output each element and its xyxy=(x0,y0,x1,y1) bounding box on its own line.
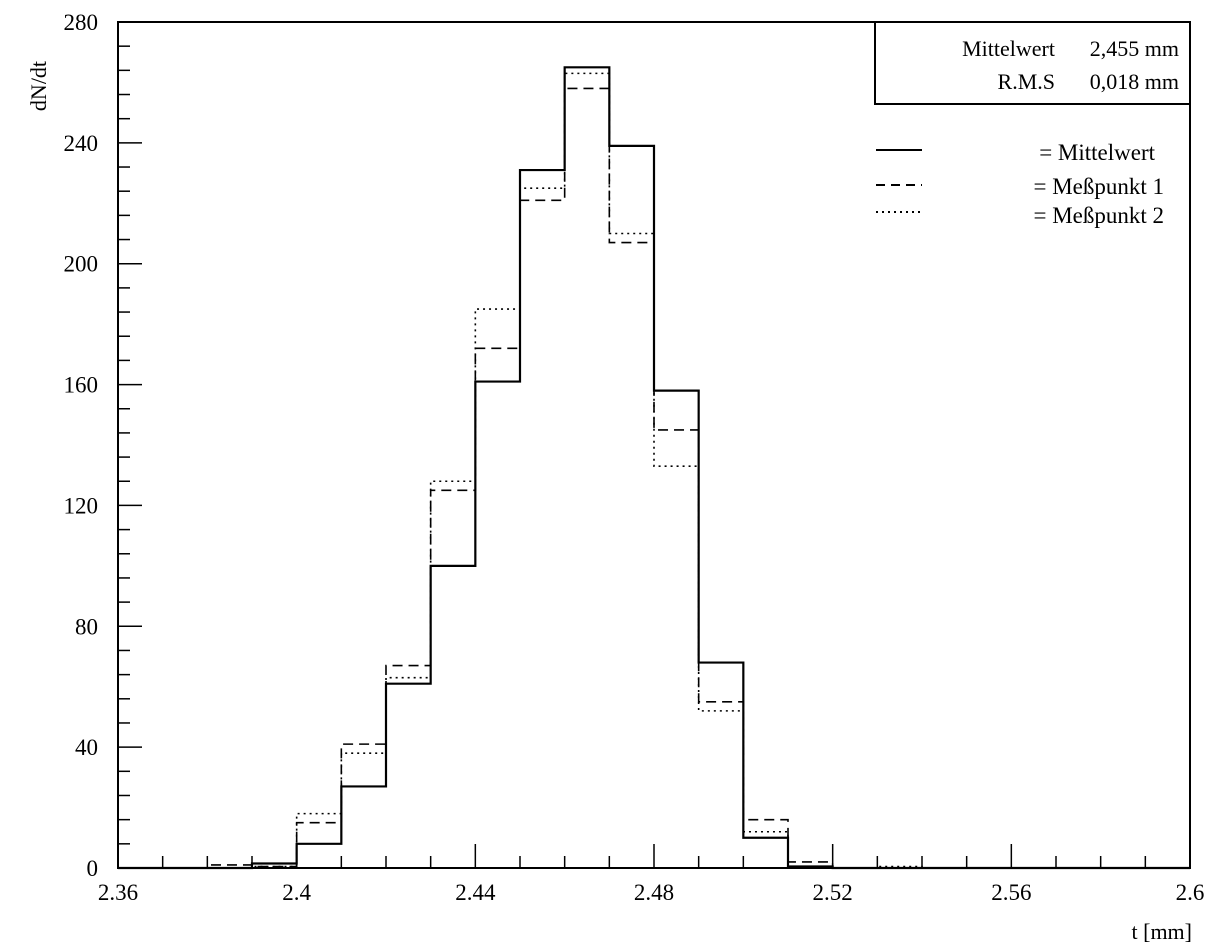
y-tick-label: 120 xyxy=(64,493,99,518)
y-tick-label: 0 xyxy=(87,856,99,881)
stats-rms-label: R.M.S xyxy=(998,69,1055,94)
stats-mean-label: Mittelwert xyxy=(962,36,1055,61)
series-dashed-histogram xyxy=(118,87,1190,869)
series-dotted-histogram xyxy=(118,72,1190,869)
stats-box: Mittelwert 2,455 mm R.M.S 0,018 mm xyxy=(874,21,1191,105)
legend-entry-messpunkt-1: = Meßpunkt 1 xyxy=(1033,174,1164,199)
x-tick-label: 2.48 xyxy=(634,880,674,905)
x-tick-label: 2.36 xyxy=(98,880,138,905)
series-solid-histogram xyxy=(118,66,1190,870)
legend-entry-messpunkt-2: = Meßpunkt 2 xyxy=(1033,203,1164,228)
legend-entry-mittelwert: = Mittelwert xyxy=(1039,140,1155,165)
y-tick-label: 40 xyxy=(75,735,98,760)
y-tick-label: 160 xyxy=(64,373,99,398)
x-tick-label: 2.52 xyxy=(813,880,853,905)
axis-ticks xyxy=(117,21,1191,869)
histogram-series xyxy=(118,66,1190,870)
x-tick-label: 2.4 xyxy=(282,880,311,905)
x-axis-label: t [mm] xyxy=(1132,919,1193,944)
stats-box-frame xyxy=(874,21,1191,105)
legend: = Mittelwert = Meßpunkt 1 = Meßpunkt 2 xyxy=(876,140,1164,228)
y-tick-label: 80 xyxy=(75,614,98,639)
y-tick-label: 280 xyxy=(64,10,99,35)
stats-mean-value: 2,455 mm xyxy=(1090,36,1179,61)
y-axis-label: dN/dt xyxy=(26,61,51,111)
y-tick-label: 240 xyxy=(64,131,99,156)
y-tick-label: 200 xyxy=(64,252,99,277)
x-tick-label: 2.56 xyxy=(991,880,1031,905)
x-tick-label: 2.44 xyxy=(455,880,496,905)
x-tick-label: 2.6 xyxy=(1176,880,1205,905)
stats-rms-value: 0,018 mm xyxy=(1090,69,1179,94)
tick-labels: 2.36 2.4 2.44 2.48 2.52 2.56 2.6 0 40 80 120 160 200… xyxy=(64,10,1205,905)
